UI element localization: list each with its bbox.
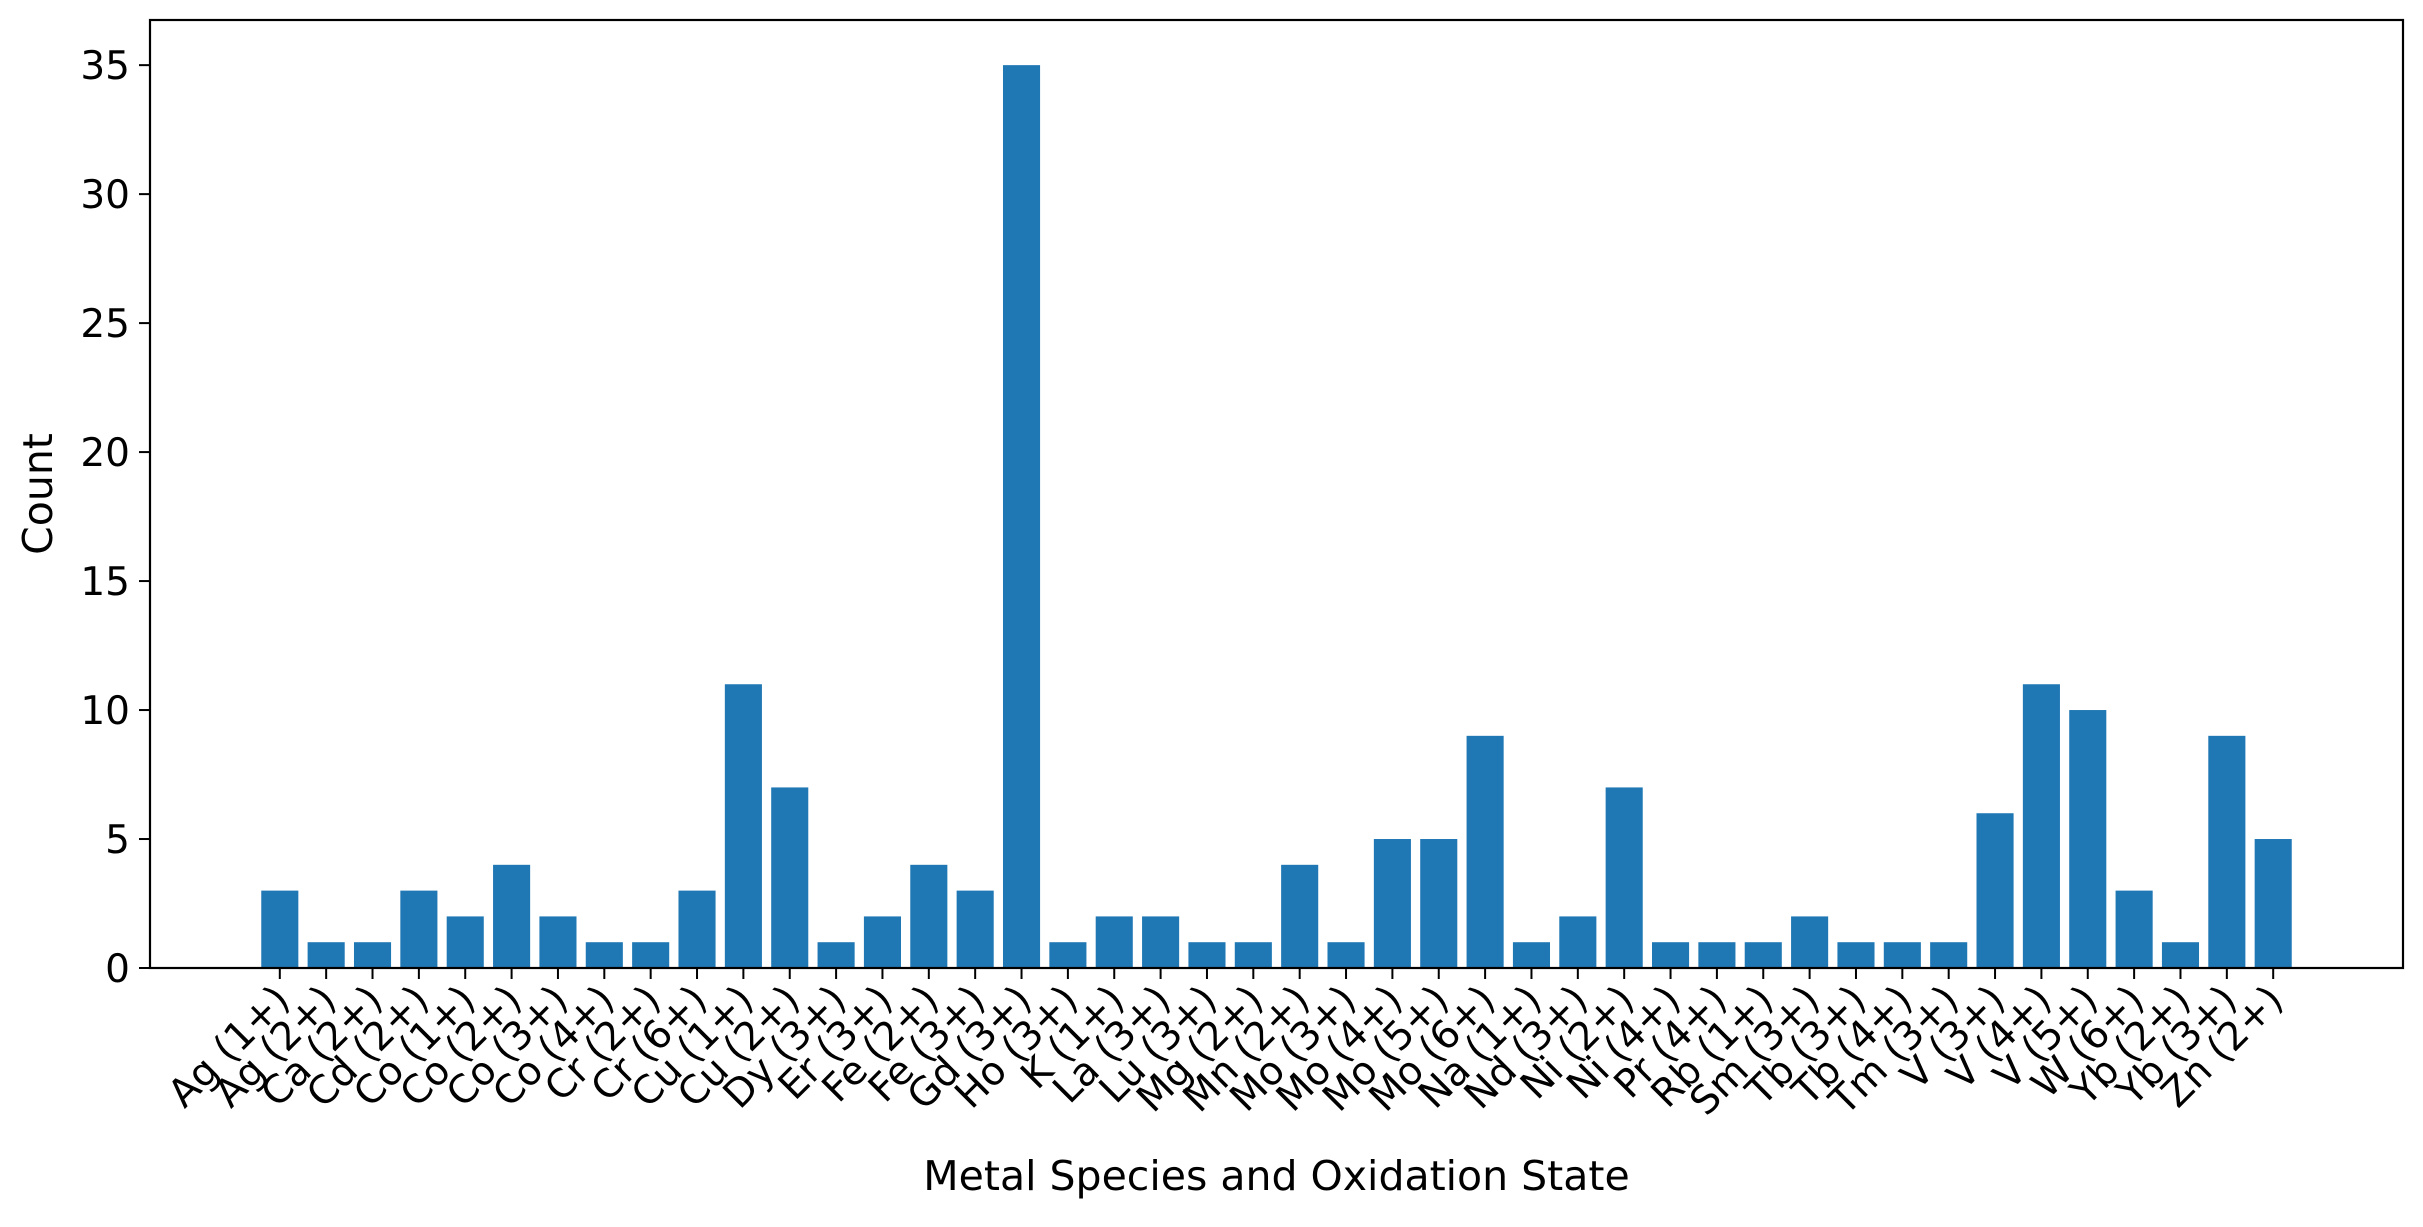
bar-mo-6 <box>1466 735 1504 968</box>
bar-mg-2 <box>1234 942 1272 968</box>
bar-rb-1 <box>1744 942 1782 968</box>
bar-ag-2 <box>307 942 345 968</box>
y-axis-ticks: 0 5 10 15 20 25 30 35 <box>80 44 150 992</box>
bar-co-1 <box>446 916 484 968</box>
bar-co-2 <box>493 864 531 968</box>
bar-yb-2 <box>2161 942 2200 968</box>
bar-ho-3 <box>1049 942 1087 968</box>
y-tick-label: 0 <box>105 947 130 992</box>
bar-nd-3 <box>1559 916 1597 968</box>
bar-ni-4 <box>1652 942 1690 968</box>
y-axis-title: Count <box>14 433 62 555</box>
bars-layer <box>261 65 2292 968</box>
bar-gd-3 <box>1002 65 1041 968</box>
bar-ca-2 <box>353 942 392 968</box>
bar-pr-4 <box>1698 942 1736 968</box>
y-tick-label: 35 <box>80 44 130 89</box>
bar-mo-4 <box>1373 839 1411 968</box>
bar-dy-3 <box>817 942 855 968</box>
bar-w-6 <box>2115 890 2153 968</box>
bar-cu-1 <box>724 684 762 968</box>
bar-tm-3 <box>1930 942 1968 968</box>
bar-co-4 <box>585 942 623 968</box>
y-tick-label: 30 <box>80 173 130 218</box>
bar-la-3 <box>1142 916 1180 968</box>
bar-cr-6 <box>678 890 716 968</box>
y-tick-label: 20 <box>80 431 130 476</box>
y-tick-label: 10 <box>80 689 130 734</box>
bar-v-4 <box>2022 684 2060 968</box>
y-tick-label: 15 <box>80 560 130 605</box>
bar-mn-2 <box>1281 864 1319 968</box>
bar-cu-2 <box>771 787 809 968</box>
bar-tb-3 <box>1837 942 1875 968</box>
bar-mo-5 <box>1420 839 1458 968</box>
y-tick-label: 5 <box>105 818 130 863</box>
bar-cr-2 <box>632 942 670 968</box>
bar-yb-3 <box>2208 735 2246 968</box>
bar-zn-2 <box>2254 839 2292 968</box>
bar-tb-4 <box>1883 942 1921 968</box>
bar-k-1 <box>1095 916 1133 968</box>
bar-mo-3 <box>1327 942 1365 968</box>
bar-ag-1 <box>261 890 299 968</box>
x-axis-title: Metal Species and Oxidation State <box>923 1152 1629 1200</box>
plot-frame <box>148 18 2405 970</box>
bar-v-3 <box>1976 813 2014 968</box>
y-tick-label: 25 <box>80 302 130 347</box>
bar-co-3 <box>539 916 577 968</box>
bar-fe-3 <box>956 890 994 968</box>
bar-er-3 <box>863 916 901 968</box>
bar-na-1 <box>1512 942 1551 968</box>
x-axis-ticks: Ag (1+)Ag (2+)Ca (2+)Cd (2+)Co (1+)Co (2… <box>160 968 2292 1124</box>
bar-ni-2 <box>1605 787 1643 968</box>
bar-fe-2 <box>910 864 948 968</box>
bar-sm-3 <box>1791 916 1829 968</box>
bar-v-5 <box>2069 710 2107 968</box>
bar-lu-3 <box>1188 942 1226 968</box>
bar-cd-2 <box>400 890 438 968</box>
